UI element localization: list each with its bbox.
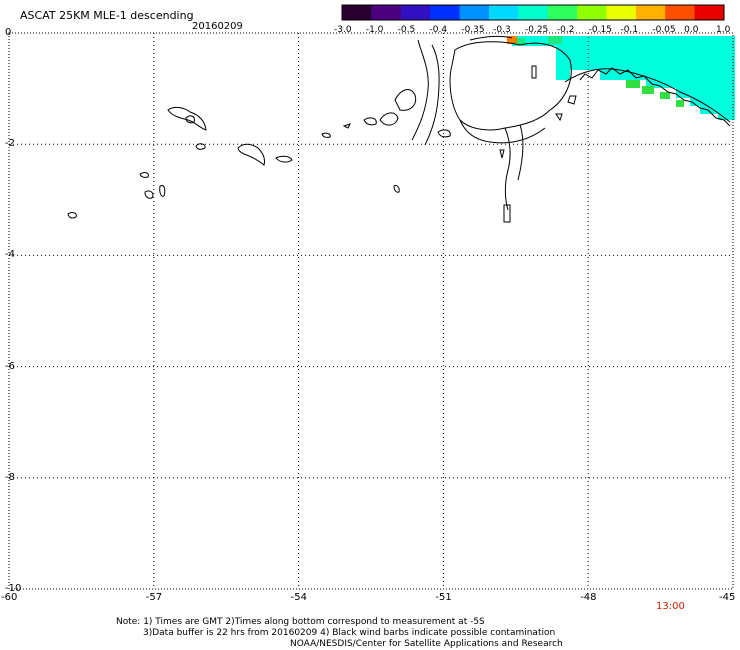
- swath-cyan: [512, 36, 735, 120]
- coast-island-w14: [437, 129, 451, 138]
- map-grid: [9, 33, 733, 589]
- colorbar-frame: [341, 4, 725, 21]
- swath-green-cell-3: [642, 86, 654, 94]
- colorbar-tick-label: 0.0: [684, 25, 699, 35]
- colorbar-tick-label: -0.2: [556, 25, 575, 35]
- colorbar-segment: [488, 5, 519, 20]
- colorbar-segment: [606, 5, 637, 20]
- plot-frame: [8, 32, 734, 590]
- note-line-1: Note: 1) Times are GMT 2)Times along bot…: [116, 617, 485, 627]
- colorbar-segment: [430, 5, 461, 20]
- coast-island-w4: [237, 143, 265, 166]
- coast-island-w12: [393, 185, 400, 193]
- colorbar-segment: [547, 5, 578, 20]
- colorbar-tick-label: -0.25: [525, 25, 549, 35]
- colorbar-segment: [400, 5, 431, 20]
- map-date: 20160209: [192, 21, 243, 32]
- colorbar-tick-label: -0.5: [397, 25, 416, 35]
- coast-eastern-shore: [564, 68, 731, 123]
- coast-island-small-1: [531, 65, 537, 79]
- coast-island-w6: [139, 172, 149, 178]
- coast-island-w11: [342, 123, 351, 129]
- longitude-tick-label: -54: [290, 592, 307, 603]
- latitude-tick-label: -8: [5, 471, 15, 483]
- colorbar-tick-label: -0.35: [461, 25, 485, 35]
- colorbar-tick-label: -0.05: [652, 25, 676, 35]
- coast-island-small-5: [555, 113, 563, 122]
- time-label: 13:00: [656, 601, 685, 612]
- colorbar-segment: [342, 5, 372, 20]
- longitude-tick-label: -48: [580, 592, 597, 603]
- coast-amazon-islands-west: [379, 89, 417, 126]
- longitude-tick-label: -57: [145, 592, 163, 603]
- coast-island-w3: [195, 143, 206, 150]
- colorbar-segment: [459, 5, 490, 20]
- coast-island-w10: [321, 132, 331, 138]
- swath-orange-cell: [507, 36, 517, 44]
- latitude-tick-label: -2: [5, 138, 15, 150]
- coast-island-w7: [159, 185, 166, 197]
- colorbar-tick-label: -3.0: [334, 25, 352, 35]
- colorbar-tick-label: -0.1: [620, 25, 639, 35]
- colorbar-segment: [577, 5, 607, 20]
- swath-green-cell-5: [676, 100, 684, 107]
- coast-para-river: [504, 127, 511, 211]
- longitude-tick-label: -45: [719, 592, 736, 603]
- colorbar-segment: [518, 5, 549, 20]
- colorbar-segment: [371, 5, 402, 20]
- coast-amazon-channel-1: [411, 39, 429, 141]
- coast-island-small-3: [499, 149, 505, 159]
- coast-island-w2: [185, 115, 195, 124]
- latitude-tick-label: -4: [5, 249, 15, 261]
- colorbar-tick-label: 1.0: [716, 25, 731, 35]
- coast-island-w13: [363, 117, 377, 126]
- colorbar-tick-label: -0.15: [588, 25, 612, 35]
- coast-southern-shore: [459, 119, 546, 144]
- mle-colorbar: [341, 4, 725, 21]
- swath-green-cell-4: [660, 92, 670, 99]
- coast-island-w8: [144, 190, 154, 199]
- coast-eastern-jagged: [579, 67, 731, 127]
- colorbar-segment: [635, 5, 666, 20]
- swath-green-cell-1: [548, 36, 562, 44]
- longitude-tick-label: -51: [435, 592, 452, 603]
- coast-island-w1: [167, 106, 207, 131]
- swath-green-cell-6: [517, 38, 525, 44]
- scatterometer-swath: [507, 36, 735, 120]
- colorbar-tick-label: -0.3: [493, 25, 511, 35]
- swath-green-cell-2: [626, 80, 640, 88]
- note-line-2: 3)Data buffer is 22 hrs from 20160209 4)…: [143, 628, 556, 638]
- coast-para-river-east: [517, 124, 524, 181]
- coast-marajo-island: [449, 41, 572, 131]
- colorbar-tick-label: -1.0: [365, 25, 384, 35]
- colorbar-segment: [694, 5, 725, 20]
- coast-island-small-4: [503, 204, 511, 223]
- coast-amazon-channel-2: [424, 44, 440, 146]
- colorbar-segment: [665, 5, 696, 20]
- longitude-tick-label: -60: [1, 592, 18, 603]
- coast-north-amapa: [469, 35, 513, 41]
- coast-island-w9: [67, 212, 77, 219]
- note-line-3: NOAA/NESDIS/Center for Satellite Applica…: [290, 639, 563, 649]
- coast-island-small-2: [567, 95, 577, 105]
- latitude-tick-label: 0: [5, 27, 12, 38]
- coastlines: [67, 35, 731, 223]
- colorbar-tick-label: -0.4: [429, 25, 448, 35]
- map-title: ASCAT 25KM MLE-1 descending: [20, 9, 194, 22]
- latitude-tick-label: -10: [5, 583, 22, 594]
- coast-island-w5: [275, 155, 293, 163]
- latitude-tick-label: -6: [5, 360, 15, 372]
